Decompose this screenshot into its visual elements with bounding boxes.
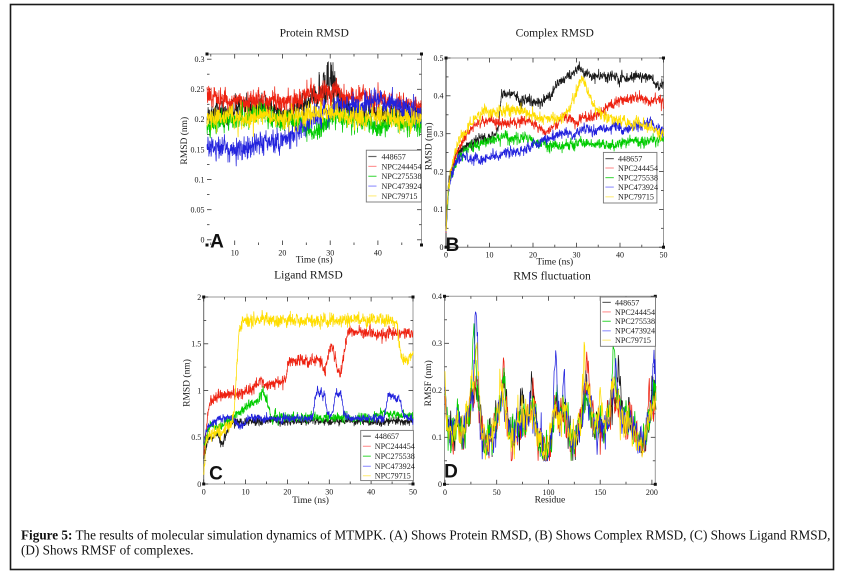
svg-text:Protein RMSD: Protein RMSD (280, 27, 349, 40)
svg-text:0.2: 0.2 (195, 115, 205, 124)
svg-text:0.15: 0.15 (191, 145, 205, 154)
svg-text:0: 0 (443, 488, 447, 497)
svg-text:RMSD (nm): RMSD (nm) (179, 117, 190, 165)
svg-text:20: 20 (278, 249, 286, 258)
svg-text:NPC79715: NPC79715 (615, 336, 651, 345)
svg-text:NPC275538: NPC275538 (615, 317, 655, 326)
svg-text:A: A (210, 231, 224, 252)
svg-text:10: 10 (486, 251, 494, 260)
svg-text:Residue: Residue (535, 496, 566, 506)
svg-text:30: 30 (573, 251, 581, 260)
svg-text:Complex RMSD: Complex RMSD (516, 27, 594, 40)
svg-text:1.5: 1.5 (191, 340, 201, 349)
svg-text:0: 0 (202, 488, 206, 497)
svg-text:RMSD (nm): RMSD (nm) (182, 359, 193, 407)
svg-text:Figure 5: The results of molec: Figure 5: The results of molecular simul… (21, 528, 830, 543)
svg-text:D: D (444, 462, 458, 483)
svg-text:0.4: 0.4 (434, 92, 444, 101)
svg-text:30: 30 (326, 249, 334, 258)
svg-text:NPC473924: NPC473924 (615, 327, 655, 336)
svg-text:0.1: 0.1 (195, 175, 205, 184)
svg-text:0: 0 (197, 480, 201, 489)
svg-text:NPC473924: NPC473924 (382, 182, 422, 191)
svg-text:0: 0 (201, 236, 205, 245)
svg-text:0: 0 (438, 480, 442, 489)
svg-text:100: 100 (543, 488, 555, 497)
svg-text:C: C (209, 464, 223, 485)
svg-text:448657: 448657 (382, 152, 406, 161)
svg-text:NPC275538: NPC275538 (375, 452, 415, 461)
svg-text:0.25: 0.25 (191, 85, 205, 94)
svg-text:20: 20 (283, 488, 291, 497)
svg-text:50: 50 (660, 251, 668, 260)
svg-text:0: 0 (440, 243, 444, 252)
svg-text:0.2: 0.2 (434, 167, 444, 176)
svg-text:40: 40 (616, 251, 624, 260)
svg-text:30: 30 (325, 488, 333, 497)
svg-text:(D) Shows RMSF of complexes.: (D) Shows RMSF of complexes. (21, 543, 194, 558)
svg-text:0.1: 0.1 (434, 205, 444, 214)
svg-text:0.3: 0.3 (432, 339, 442, 348)
svg-text:0.3: 0.3 (434, 130, 444, 139)
svg-text:50: 50 (409, 488, 417, 497)
svg-text:NPC79715: NPC79715 (375, 472, 411, 481)
svg-text:0: 0 (444, 251, 448, 260)
svg-text:0.1: 0.1 (432, 433, 442, 442)
svg-text:NPC275538: NPC275538 (618, 174, 658, 183)
svg-text:10: 10 (231, 249, 239, 258)
svg-text:0.5: 0.5 (434, 54, 444, 63)
svg-text:50: 50 (493, 488, 501, 497)
svg-text:B: B (446, 235, 460, 256)
svg-text:NPC79715: NPC79715 (382, 192, 418, 201)
svg-text:0.05: 0.05 (191, 206, 205, 215)
svg-text:448657: 448657 (615, 298, 639, 307)
svg-text:Time (ns): Time (ns) (536, 257, 573, 268)
svg-text:RMS fluctuation: RMS fluctuation (513, 270, 591, 283)
svg-text:448657: 448657 (618, 155, 642, 164)
svg-text:NPC473924: NPC473924 (375, 462, 415, 471)
svg-text:Time (ns): Time (ns) (296, 255, 333, 266)
svg-text:20: 20 (529, 251, 537, 260)
svg-text:40: 40 (374, 249, 382, 258)
svg-text:448657: 448657 (375, 432, 399, 441)
svg-text:1: 1 (197, 386, 201, 395)
svg-text:Time (ns): Time (ns) (292, 495, 329, 506)
svg-text:NPC244454: NPC244454 (382, 162, 422, 171)
svg-text:150: 150 (594, 488, 606, 497)
svg-text:RMSF (nm): RMSF (nm) (423, 360, 434, 406)
svg-text:0.4: 0.4 (432, 292, 442, 301)
svg-text:40: 40 (367, 488, 375, 497)
svg-text:Ligand RMSD: Ligand RMSD (274, 269, 343, 282)
svg-text:0.2: 0.2 (432, 386, 442, 395)
svg-text:NPC244454: NPC244454 (615, 308, 655, 317)
svg-text:NPC473924: NPC473924 (618, 183, 658, 192)
svg-text:NPC244454: NPC244454 (618, 164, 658, 173)
svg-text:0.5: 0.5 (191, 433, 201, 442)
svg-text:2: 2 (197, 293, 201, 302)
svg-text:NPC79715: NPC79715 (618, 193, 654, 202)
svg-text:200: 200 (646, 488, 658, 497)
svg-text:0.3: 0.3 (195, 55, 205, 64)
svg-text:NPC244454: NPC244454 (375, 442, 415, 451)
svg-text:NPC275538: NPC275538 (382, 172, 422, 181)
svg-text:10: 10 (242, 488, 250, 497)
svg-text:RMSD (nm): RMSD (nm) (424, 123, 435, 171)
